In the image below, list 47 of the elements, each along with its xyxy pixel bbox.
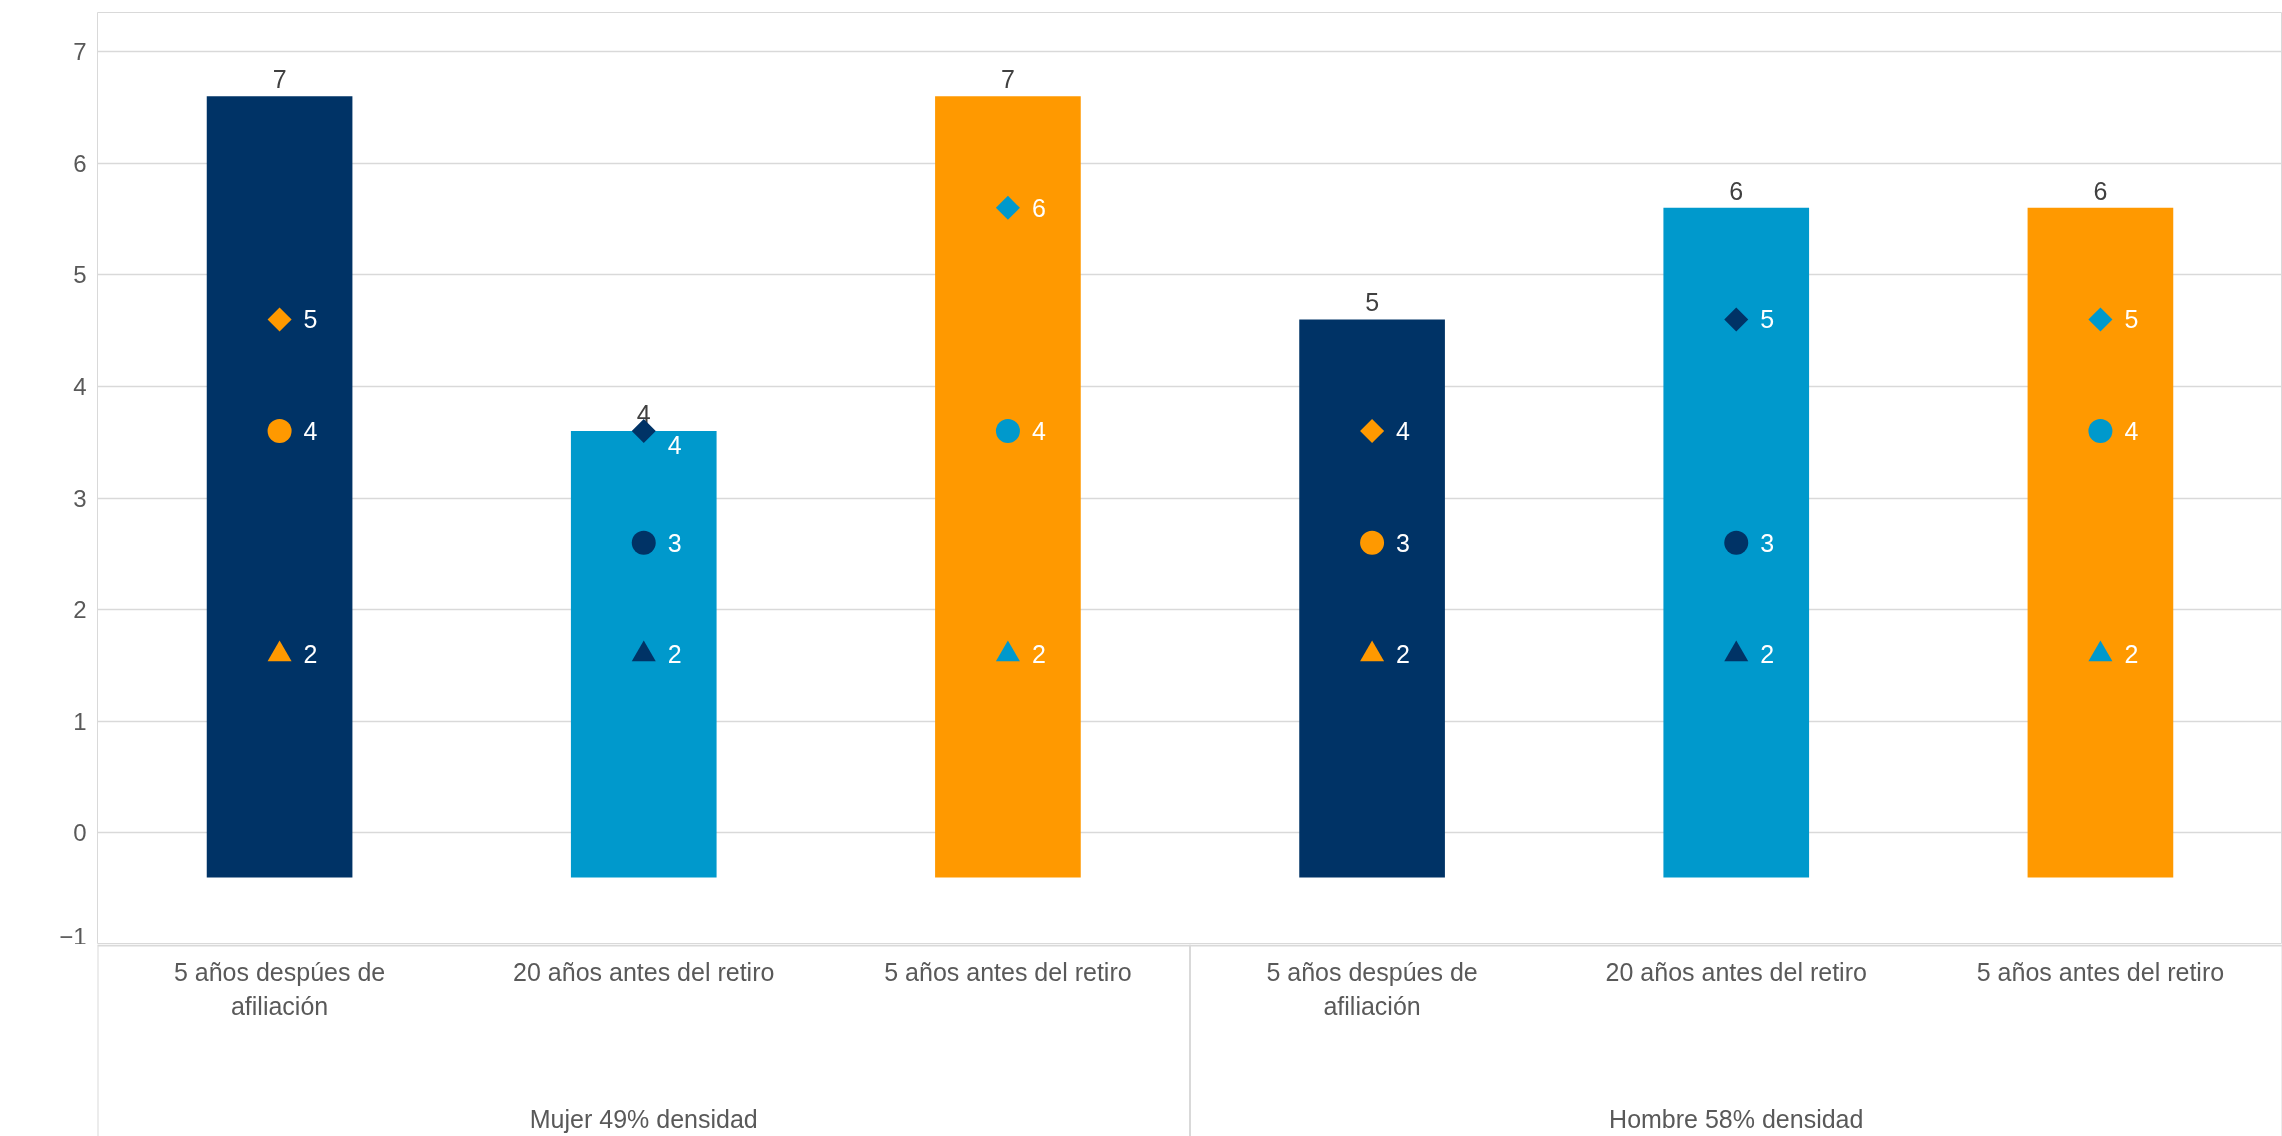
data-label: 5 (1760, 305, 1775, 334)
x-tick-label: 5 años despúes de afiliación (173, 957, 386, 1020)
text: Hombre 58% densidad (1609, 1104, 1864, 1133)
data-label: 4 (1031, 417, 1046, 446)
y-tick-label: −1 (59, 922, 87, 950)
x-tick-label: 5 años despúes de afiliación (1266, 957, 1478, 1020)
data-label: 3 (1760, 528, 1775, 557)
data-label: 2 (1760, 640, 1775, 669)
y-tick-label: 5 (73, 261, 87, 289)
data-label: 4 (2124, 417, 2139, 446)
y-tick-label: 4 (73, 372, 87, 400)
data-label: 2 (667, 640, 682, 669)
y-tick-label: 7 (73, 38, 87, 66)
data-label: 6 (1729, 176, 1744, 205)
data-label: 4 (667, 431, 682, 460)
y-tick-label: 2 (73, 596, 87, 624)
bar (1663, 207, 1810, 878)
data-label: 2 (1396, 640, 1410, 669)
bar (935, 96, 1081, 878)
x-tick-label: 5 años antes del retiro (1976, 957, 2225, 986)
bar (570, 431, 717, 878)
text: Mujer 49% densidad (529, 1104, 758, 1133)
data-label: 4 (303, 417, 318, 446)
data-label: 5 (2124, 305, 2139, 334)
y-tick-label: 6 (73, 149, 87, 177)
data-label: 3 (1396, 528, 1410, 557)
y-tick-label: 3 (73, 484, 87, 512)
bar (1299, 319, 1445, 878)
x-tick-label: 20 años antes del retiro (513, 957, 775, 986)
data-label: 4 (1396, 417, 1411, 446)
data-label: 2 (2124, 640, 2139, 669)
data-label: 2 (303, 640, 318, 669)
data-label: 4 (636, 400, 651, 429)
data-label: 5 (1365, 288, 1380, 317)
y-tick-label: 0 (73, 819, 87, 847)
data-label: 6 (1031, 193, 1046, 222)
data-label: 5 (303, 305, 318, 334)
data-label: 3 (667, 528, 682, 557)
data-label: 7 (272, 65, 287, 94)
bar (206, 96, 353, 878)
data-label: 7 (1000, 65, 1015, 94)
y-tick-label: 1 (73, 707, 87, 735)
x-tick-label: 5 años antes del retiro (884, 957, 1132, 986)
x-tick-label: 20 años antes del retiro (1605, 957, 1867, 986)
data-label: 6 (2093, 176, 2108, 205)
bar (2027, 207, 2174, 878)
data-label: 2 (1031, 640, 1046, 669)
